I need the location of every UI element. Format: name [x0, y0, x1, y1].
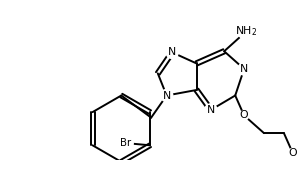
Text: N: N — [240, 64, 248, 74]
Text: O: O — [288, 148, 297, 158]
Circle shape — [118, 135, 133, 151]
Circle shape — [238, 63, 250, 75]
Circle shape — [288, 148, 297, 158]
Circle shape — [166, 46, 178, 58]
Text: N: N — [162, 90, 171, 100]
Circle shape — [239, 111, 249, 120]
Text: NH$_2$: NH$_2$ — [235, 24, 257, 38]
Circle shape — [161, 89, 173, 102]
Text: O: O — [240, 110, 249, 120]
Text: Br: Br — [120, 138, 131, 148]
Text: N: N — [207, 105, 215, 115]
Circle shape — [238, 23, 254, 40]
Circle shape — [205, 104, 217, 116]
Text: N: N — [168, 47, 176, 57]
